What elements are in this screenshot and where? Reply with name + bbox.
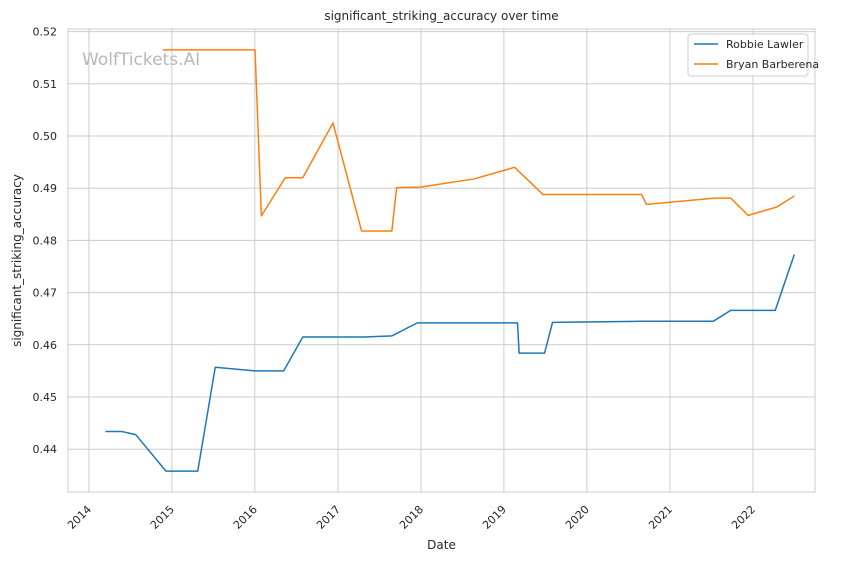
legend-label-robbie-lawler: Robbie Lawler bbox=[726, 38, 804, 51]
series-line-bryan-barberena bbox=[162, 49, 795, 232]
legend: Robbie Lawler Bryan Barberena bbox=[687, 33, 819, 77]
series-line-robbie-lawler bbox=[105, 254, 796, 472]
y-tick-label: 0.48 bbox=[33, 234, 58, 247]
y-tick-label: 0.52 bbox=[33, 26, 58, 39]
plot-area bbox=[68, 29, 815, 492]
chart-title: significant_striking_accuracy over time bbox=[324, 9, 558, 23]
y-tick-label: 0.50 bbox=[33, 130, 58, 143]
x-axis-title: Date bbox=[427, 538, 456, 552]
y-tick-label: 0.46 bbox=[33, 339, 58, 352]
legend-label-bryan-barberena: Bryan Barberena bbox=[726, 58, 819, 71]
y-axis-title: significant_striking_accuracy bbox=[10, 174, 24, 347]
grid bbox=[68, 29, 815, 492]
y-tick-label: 0.45 bbox=[33, 391, 58, 404]
y-tick-label: 0.51 bbox=[33, 78, 58, 91]
watermark-text: WolfTickets.AI bbox=[82, 50, 200, 70]
plot-frame bbox=[67, 28, 816, 493]
y-tick-label: 0.47 bbox=[33, 287, 58, 300]
series-lines bbox=[105, 49, 796, 472]
y-tick-label: 0.49 bbox=[33, 182, 58, 195]
y-tick-label: 0.44 bbox=[33, 443, 58, 456]
